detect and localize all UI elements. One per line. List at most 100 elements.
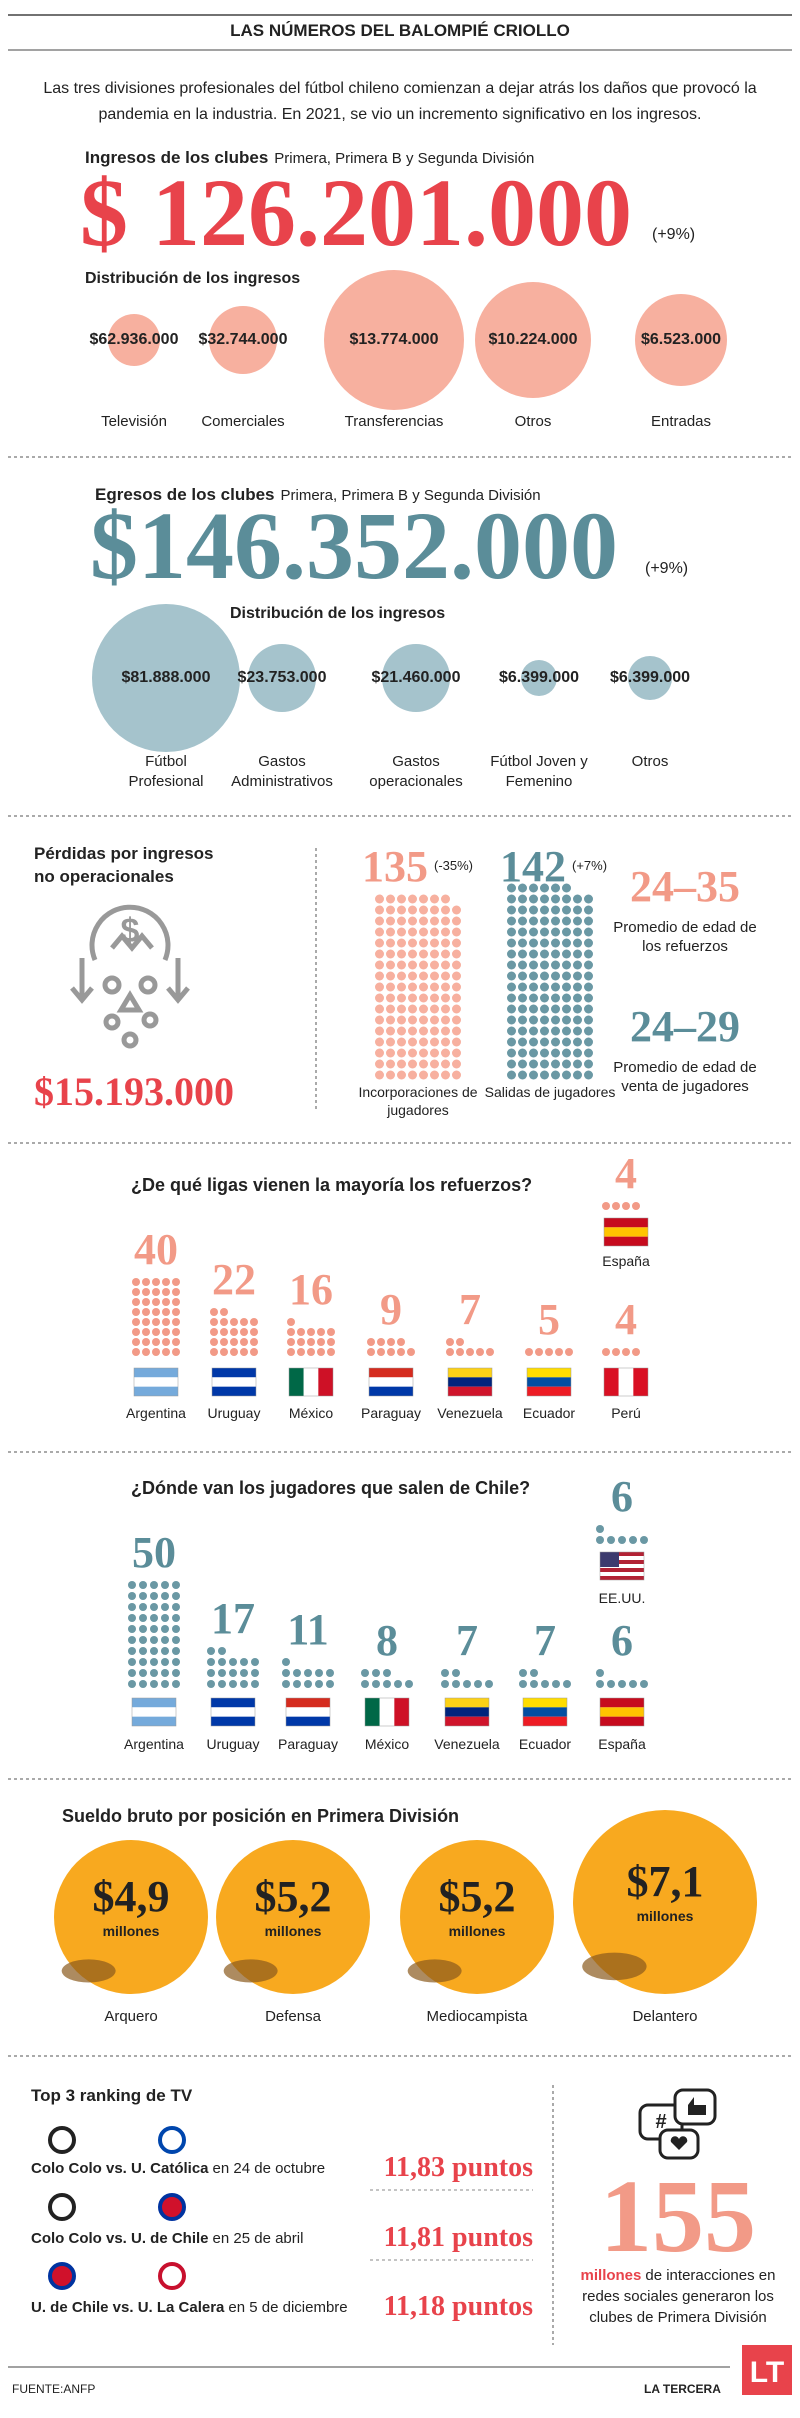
match-name: U. de Chile vs. U. La Calera (31, 2299, 225, 2316)
dot (220, 1348, 228, 1356)
dot (172, 1669, 180, 1677)
dot (172, 1348, 180, 1356)
dot (250, 1348, 258, 1356)
dot (430, 894, 439, 904)
dot (540, 993, 549, 1003)
flag-border (368, 1367, 414, 1397)
dot (397, 916, 406, 926)
dot (128, 1647, 136, 1655)
dot (476, 1348, 484, 1356)
flag-stripe (600, 1572, 644, 1576)
svg-text:$: $ (121, 912, 140, 950)
dot (441, 960, 450, 970)
dot (540, 1004, 549, 1014)
dot (419, 1059, 428, 1069)
salary-position: Mediocampista (426, 2008, 528, 2025)
dot (161, 1592, 169, 1600)
salary-value: $5,2 (438, 1872, 516, 1921)
dot (162, 1288, 170, 1296)
dot (230, 1328, 238, 1336)
flag-stripe (600, 1552, 644, 1556)
dot (562, 949, 571, 959)
dot (565, 1348, 573, 1356)
distribution-circle (382, 644, 450, 712)
dot (629, 1536, 637, 1544)
dot (161, 1614, 169, 1622)
dot (529, 1048, 538, 1058)
flag-stripe (134, 1386, 178, 1396)
dot (240, 1348, 248, 1356)
dot (540, 916, 549, 926)
dot (397, 894, 406, 904)
count-number: 22 (212, 1255, 256, 1304)
dot (397, 960, 406, 970)
dot (142, 1318, 150, 1326)
flag-stripe (600, 1556, 644, 1560)
total-change: (+9%) (645, 560, 689, 577)
dot (562, 1037, 571, 1047)
dot (551, 1026, 560, 1036)
dot (584, 1059, 593, 1069)
count-number: 9 (380, 1285, 402, 1334)
country-label: EE.UU. (598, 1590, 646, 1606)
dot (297, 1348, 305, 1356)
dot (632, 1348, 640, 1356)
dot (383, 1669, 391, 1677)
total-amount: $ 126.201.000 (80, 159, 632, 266)
country-label: España (602, 1253, 650, 1269)
dot (529, 938, 538, 948)
dot (551, 883, 560, 893)
salary-value: $7,1 (626, 1857, 704, 1906)
dot (419, 1015, 428, 1025)
text: de interacciones en redes sociales gener… (582, 2267, 776, 2326)
dot (551, 1070, 560, 1080)
dot (408, 949, 417, 959)
dot (551, 927, 560, 937)
dot (562, 927, 571, 937)
flag-stripe (318, 1368, 333, 1396)
dot (386, 1037, 395, 1047)
dot (573, 916, 582, 926)
flag-stripe (212, 1368, 256, 1378)
distribution-label: Entradas (650, 413, 712, 430)
dot (220, 1318, 228, 1326)
distribution-label: Otros (514, 413, 552, 430)
flag-border (211, 1367, 257, 1397)
dot (361, 1669, 369, 1677)
dot (229, 1669, 237, 1677)
dot (452, 927, 461, 937)
source: FUENTE:ANFP (12, 2382, 96, 2396)
dot (172, 1680, 180, 1688)
dot-column (361, 1669, 413, 1688)
dot (419, 1037, 428, 1047)
dot (607, 1680, 615, 1688)
tv-match: Colo Colo vs. U. de Chile en 25 de abril (31, 2230, 371, 2247)
dot (386, 982, 395, 992)
team-logo (48, 2262, 76, 2290)
dot (397, 982, 406, 992)
count-number: 7 (456, 1616, 478, 1665)
dot (452, 938, 461, 948)
dot (282, 1669, 290, 1677)
dot (139, 1592, 147, 1600)
dot (452, 1026, 461, 1036)
count-number: 7 (459, 1285, 481, 1334)
player-silhouette (61, 1959, 116, 1983)
dot (529, 1004, 538, 1014)
dot (430, 905, 439, 915)
dot (375, 1048, 384, 1058)
count-label: Incorporaciones de jugadores (358, 1084, 478, 1118)
dot-column (602, 1202, 640, 1210)
dot (161, 1647, 169, 1655)
dot (162, 1338, 170, 1346)
dot (562, 1015, 571, 1025)
flag-stripe (600, 1564, 644, 1568)
dot (584, 905, 593, 915)
total-change: (+9%) (652, 226, 696, 243)
distribution-value: $81.888.000 (121, 669, 211, 686)
distribution-value: $32.744.000 (198, 331, 288, 348)
dot (397, 1338, 405, 1346)
salary-position: Delantero (632, 2008, 698, 2025)
dot (545, 1348, 553, 1356)
dot (408, 905, 417, 915)
